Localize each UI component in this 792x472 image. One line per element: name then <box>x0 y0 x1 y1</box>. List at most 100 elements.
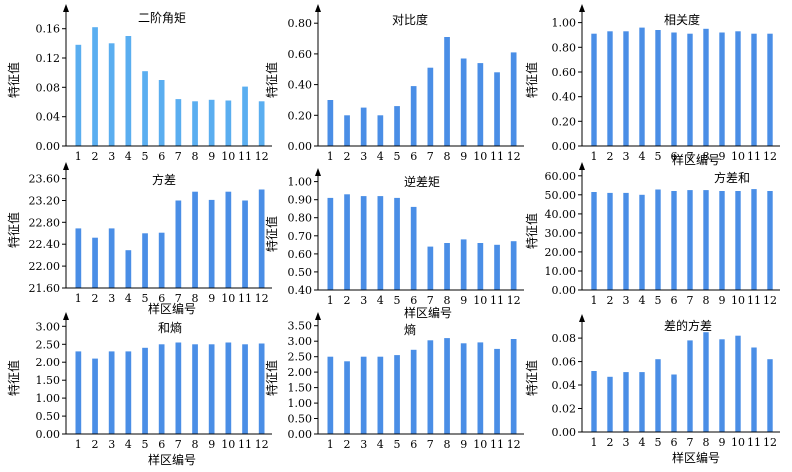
bar <box>377 196 384 290</box>
y-tick-label: 0.50 <box>36 410 61 423</box>
bar <box>687 340 693 432</box>
y-axis-arrow <box>63 162 69 170</box>
x-tick-label: 5 <box>655 294 662 307</box>
x-tick-label: 4 <box>639 150 646 163</box>
x-tick-label: 11 <box>490 150 504 163</box>
y-tick-label: 0.00 <box>552 140 577 153</box>
bar <box>175 342 182 434</box>
bar <box>623 31 629 146</box>
x-tick-label: 8 <box>444 438 451 451</box>
y-tick-label: 0.08 <box>552 332 577 345</box>
bar <box>175 200 182 288</box>
x-tick-label: 1 <box>327 150 334 163</box>
x-tick-label: 6 <box>158 292 165 305</box>
x-tick-label: 12 <box>507 294 521 307</box>
bar <box>607 31 613 146</box>
bar <box>719 191 725 290</box>
y-tick-label: 1.00 <box>552 17 577 30</box>
x-tick-label: 4 <box>125 150 132 163</box>
bar <box>494 244 500 290</box>
bar <box>360 356 367 434</box>
y-tick-label: 0.06 <box>552 356 577 369</box>
y-axis-arrow <box>315 4 321 12</box>
y-tick-label: 2.50 <box>288 351 313 364</box>
y-tick-label: 2.00 <box>288 366 313 379</box>
bar <box>108 228 115 288</box>
x-tick-label: 12 <box>763 150 777 163</box>
x-tick-label: 8 <box>192 438 199 451</box>
y-axis-arrow <box>63 312 69 320</box>
y-axis-arrow <box>579 314 585 322</box>
y-tick-label: 0.04 <box>36 111 61 124</box>
x-tick-label: 3 <box>108 292 115 305</box>
x-tick-label: 12 <box>255 438 269 451</box>
y-tick-label: 0.70 <box>288 230 313 243</box>
chart-title: 和熵 <box>158 320 182 335</box>
x-tick-label: 3 <box>623 294 630 307</box>
x-tick-label: 4 <box>377 294 384 307</box>
bar <box>108 43 115 146</box>
x-tick-label: 9 <box>719 294 726 307</box>
bar <box>142 233 148 288</box>
x-tick-label: 1 <box>327 294 334 307</box>
y-tick-label: 1.50 <box>36 374 61 387</box>
y-tick-label: 0.80 <box>552 41 577 54</box>
x-tick-label: 4 <box>377 438 384 451</box>
x-tick-label: 10 <box>221 150 235 163</box>
bar <box>125 36 132 146</box>
y-axis-arrow <box>63 4 69 12</box>
x-tick-label: 2 <box>607 150 614 163</box>
x-tick-label: 6 <box>158 150 165 163</box>
bar <box>607 376 613 432</box>
y-tick-label: 10.00 <box>545 265 577 278</box>
chart-panel-1: 1 2 3 4 5 6 7 8 9 10 11 120.000.040.080.120.16二阶角矩特… <box>6 4 272 163</box>
x-tick-label: 6 <box>671 436 678 449</box>
x-tick-label: 6 <box>410 294 417 307</box>
y-tick-label: 2.00 <box>36 356 61 369</box>
x-tick-label: 9 <box>460 438 467 451</box>
x-tick-label: 8 <box>192 150 199 163</box>
bar <box>510 339 517 434</box>
bar <box>687 190 693 290</box>
y-axis-label: 特征值 <box>524 360 539 396</box>
bar <box>767 191 773 290</box>
bar <box>671 191 677 290</box>
x-tick-label: 7 <box>427 150 434 163</box>
x-tick-label: 5 <box>655 436 662 449</box>
x-tick-label: 5 <box>394 438 401 451</box>
y-axis-label: 特征值 <box>6 62 21 98</box>
y-tick-label: 0.90 <box>288 194 313 207</box>
x-tick-label: 5 <box>142 438 149 451</box>
y-tick-label: 1.00 <box>36 392 61 405</box>
y-tick-label: 0.08 <box>36 81 61 94</box>
y-axis-arrow <box>315 168 321 176</box>
y-axis-label: 特征值 <box>264 62 279 98</box>
y-tick-label: 0.00 <box>552 284 577 297</box>
bar <box>591 371 597 432</box>
bar <box>92 27 98 147</box>
y-axis-label: 特征值 <box>264 360 279 396</box>
chart-title: 相关度 <box>664 12 700 27</box>
x-tick-label: 4 <box>639 436 646 449</box>
bar <box>767 33 773 147</box>
x-tick-label: 10 <box>731 150 745 163</box>
bar <box>494 348 500 434</box>
x-tick-label: 5 <box>142 150 149 163</box>
x-tick-label: 4 <box>125 292 132 305</box>
y-tick-label: 0.80 <box>288 17 313 30</box>
chart-title: 二阶角矩 <box>138 11 186 25</box>
x-tick-label: 6 <box>410 150 417 163</box>
bar <box>242 200 248 288</box>
bar <box>208 99 215 146</box>
bar <box>92 237 98 288</box>
y-tick-label: 0.40 <box>288 284 313 297</box>
y-tick-label: 40.00 <box>545 208 577 221</box>
chart-panel-7: 1 2 3 4 5 6 7 8 9 10 11 120.000.501.001.502.002.503… <box>6 312 272 467</box>
bar <box>623 372 629 432</box>
bar <box>444 37 450 146</box>
bar <box>327 197 334 290</box>
x-tick-label: 10 <box>731 436 745 449</box>
y-axis-label: 特征值 <box>264 216 279 252</box>
x-tick-label: 11 <box>238 438 252 451</box>
bar <box>460 58 467 146</box>
